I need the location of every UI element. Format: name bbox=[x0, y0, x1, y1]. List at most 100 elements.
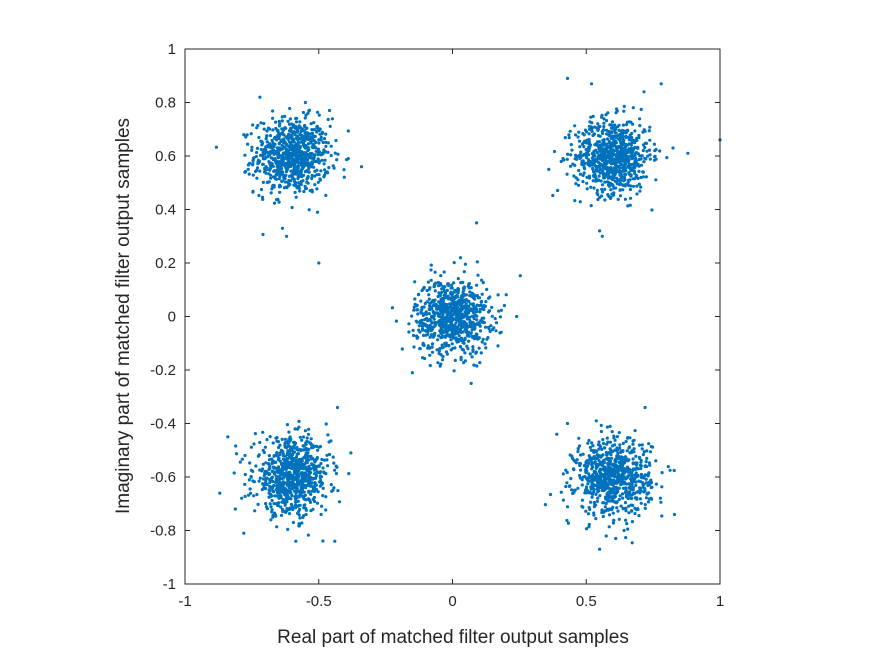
data-point bbox=[573, 124, 577, 128]
data-point bbox=[319, 169, 323, 173]
data-point bbox=[490, 314, 494, 318]
data-point bbox=[299, 182, 303, 187]
data-point bbox=[582, 133, 586, 137]
data-point bbox=[430, 307, 434, 311]
data-point bbox=[342, 175, 346, 179]
data-point bbox=[280, 485, 284, 489]
data-point bbox=[595, 188, 600, 192]
data-point bbox=[594, 179, 598, 183]
data-point bbox=[310, 489, 314, 493]
data-point bbox=[607, 159, 611, 163]
data-point bbox=[289, 135, 293, 139]
data-point bbox=[434, 302, 438, 307]
data-point bbox=[466, 347, 470, 351]
data-point bbox=[577, 436, 581, 440]
data-point bbox=[284, 440, 288, 444]
data-point bbox=[254, 464, 258, 468]
data-point bbox=[260, 488, 264, 492]
data-point bbox=[650, 208, 654, 212]
data-point bbox=[298, 144, 302, 148]
data-point bbox=[660, 471, 664, 475]
data-point bbox=[613, 438, 617, 442]
data-point bbox=[277, 491, 281, 495]
data-point bbox=[288, 471, 292, 475]
data-point bbox=[306, 142, 310, 146]
data-point bbox=[483, 325, 488, 329]
data-point bbox=[634, 454, 638, 458]
data-point bbox=[415, 308, 419, 312]
data-point bbox=[276, 162, 280, 166]
data-point bbox=[466, 310, 470, 314]
data-point bbox=[445, 327, 449, 331]
data-point bbox=[577, 168, 581, 173]
data-point bbox=[625, 436, 630, 440]
data-point bbox=[286, 477, 290, 481]
data-point bbox=[292, 137, 296, 142]
data-point bbox=[589, 185, 593, 189]
data-point bbox=[464, 322, 468, 326]
data-point bbox=[279, 513, 284, 518]
data-point bbox=[293, 495, 297, 499]
data-point bbox=[564, 484, 568, 489]
data-point bbox=[600, 486, 605, 490]
data-point bbox=[280, 469, 284, 473]
data-point bbox=[591, 179, 595, 183]
data-point bbox=[300, 494, 304, 498]
data-point bbox=[286, 184, 290, 188]
data-point bbox=[238, 460, 242, 464]
data-point bbox=[318, 484, 322, 488]
data-point bbox=[298, 516, 302, 520]
data-point bbox=[658, 496, 663, 500]
data-point bbox=[596, 197, 600, 202]
data-point bbox=[559, 490, 563, 494]
x-tick-label: 1 bbox=[716, 593, 724, 610]
data-point bbox=[587, 124, 592, 128]
data-point bbox=[602, 121, 606, 125]
data-point bbox=[318, 159, 322, 163]
data-point bbox=[617, 431, 621, 435]
data-point bbox=[593, 460, 597, 465]
data-point bbox=[430, 342, 435, 346]
data-point bbox=[660, 485, 664, 489]
data-point bbox=[310, 137, 314, 141]
data-point bbox=[275, 146, 279, 150]
data-point bbox=[302, 497, 306, 501]
data-point bbox=[624, 518, 628, 522]
data-point bbox=[432, 299, 436, 303]
data-point bbox=[247, 493, 251, 497]
data-point bbox=[596, 122, 600, 126]
data-point bbox=[610, 478, 614, 482]
data-point bbox=[310, 128, 314, 132]
data-point bbox=[321, 466, 325, 470]
data-point bbox=[422, 343, 426, 347]
data-point bbox=[620, 169, 624, 173]
data-point bbox=[293, 427, 297, 431]
data-point bbox=[631, 168, 635, 173]
data-point bbox=[621, 159, 626, 163]
data-point bbox=[633, 511, 637, 516]
data-point bbox=[595, 126, 599, 130]
data-point bbox=[629, 143, 633, 147]
data-point bbox=[564, 468, 568, 472]
data-point bbox=[606, 458, 610, 462]
data-point bbox=[605, 453, 609, 457]
data-point bbox=[555, 432, 559, 436]
data-point bbox=[290, 205, 294, 210]
data-point bbox=[309, 509, 313, 513]
data-point bbox=[265, 476, 269, 480]
data-point bbox=[302, 455, 306, 459]
data-point bbox=[631, 154, 635, 158]
data-point bbox=[584, 509, 588, 513]
data-point bbox=[472, 327, 477, 331]
data-point bbox=[578, 156, 582, 160]
data-point bbox=[581, 180, 585, 184]
data-point bbox=[612, 191, 616, 195]
data-point bbox=[602, 446, 607, 450]
data-point bbox=[277, 152, 281, 156]
data-point bbox=[584, 466, 589, 470]
data-point bbox=[335, 465, 339, 469]
data-point bbox=[600, 194, 604, 198]
data-point bbox=[259, 121, 263, 125]
data-point bbox=[470, 314, 474, 318]
data-point bbox=[646, 472, 651, 476]
